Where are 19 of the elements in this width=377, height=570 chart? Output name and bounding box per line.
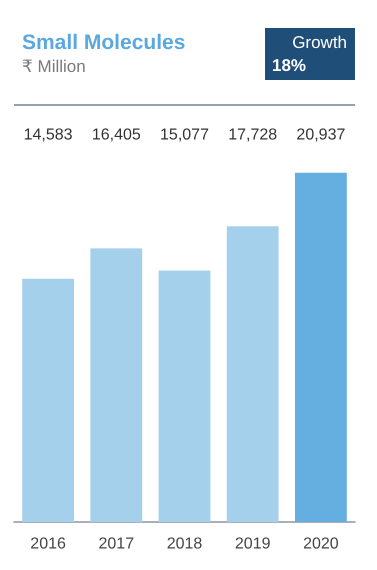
bar bbox=[158, 270, 210, 522]
chart-title: Small Molecules bbox=[22, 31, 186, 54]
bar bbox=[294, 172, 347, 522]
data-label: 20,937 bbox=[296, 126, 346, 144]
text: 18% bbox=[272, 56, 306, 75]
chart-subtitle: ₹ Million bbox=[22, 57, 86, 76]
data-label: 15,077 bbox=[160, 126, 210, 144]
x-tick-label: 2018 bbox=[166, 536, 202, 552]
data-label: 14,583 bbox=[24, 126, 73, 144]
data-label: 16,405 bbox=[92, 126, 141, 144]
bar bbox=[226, 226, 279, 522]
x-tick-label: 2016 bbox=[30, 536, 66, 552]
x-tick-label: 2019 bbox=[234, 536, 271, 552]
data-label: 17,728 bbox=[228, 126, 278, 144]
x-tick-label: 2017 bbox=[98, 536, 134, 552]
x-tick-label: 2020 bbox=[303, 536, 339, 552]
bar bbox=[90, 248, 142, 522]
bar bbox=[22, 278, 74, 522]
text: Growth bbox=[292, 33, 348, 52]
